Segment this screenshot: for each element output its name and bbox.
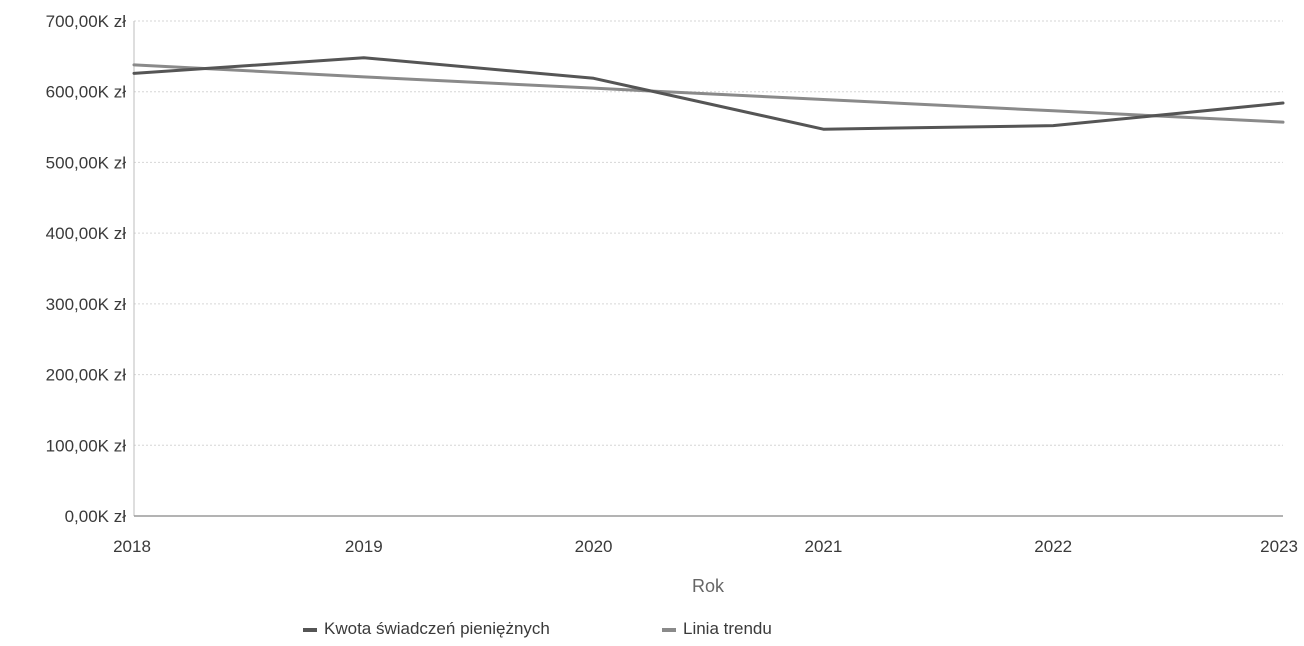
x-tick-label: 2022 xyxy=(1034,537,1072,556)
y-tick-label: 600,00K zł xyxy=(46,83,127,102)
x-tick-label: 2020 xyxy=(575,537,613,556)
y-tick-label: 0,00K zł xyxy=(65,507,127,526)
x-axis-ticks: 2018 2019 2020 2021 2022 2023 xyxy=(113,537,1298,556)
x-axis-title: Rok xyxy=(692,576,725,596)
y-tick-label: 200,00K zł xyxy=(46,366,127,385)
legend-swatch xyxy=(662,628,676,632)
y-tick-label: 300,00K zł xyxy=(46,295,127,314)
legend-label: Kwota świadczeń pieniężnych xyxy=(324,619,550,638)
y-tick-label: 400,00K zł xyxy=(46,224,127,243)
x-tick-label: 2021 xyxy=(804,537,842,556)
legend-item: Linia trendu xyxy=(662,619,772,638)
x-tick-label: 2019 xyxy=(345,537,383,556)
x-tick-label: 2018 xyxy=(113,537,151,556)
legend: Kwota świadczeń pieniężnych Linia trendu xyxy=(303,619,772,638)
series-line xyxy=(132,63,1285,124)
legend-item: Kwota świadczeń pieniężnych xyxy=(303,619,550,638)
y-tick-label: 100,00K zł xyxy=(46,436,127,455)
y-axis-ticks: 0,00K zł 100,00K zł 200,00K zł 300,00K zł 40… xyxy=(46,12,127,526)
y-tick-label: 500,00K zł xyxy=(46,153,127,172)
legend-label: Linia trendu xyxy=(683,619,772,638)
series xyxy=(132,56,1285,131)
grid xyxy=(134,20,1283,446)
y-tick-label: 700,00K zł xyxy=(46,12,127,31)
legend-swatch xyxy=(303,628,317,632)
series-line xyxy=(132,56,1285,131)
axes xyxy=(133,21,1283,517)
x-tick-label: 2023 xyxy=(1260,537,1298,556)
